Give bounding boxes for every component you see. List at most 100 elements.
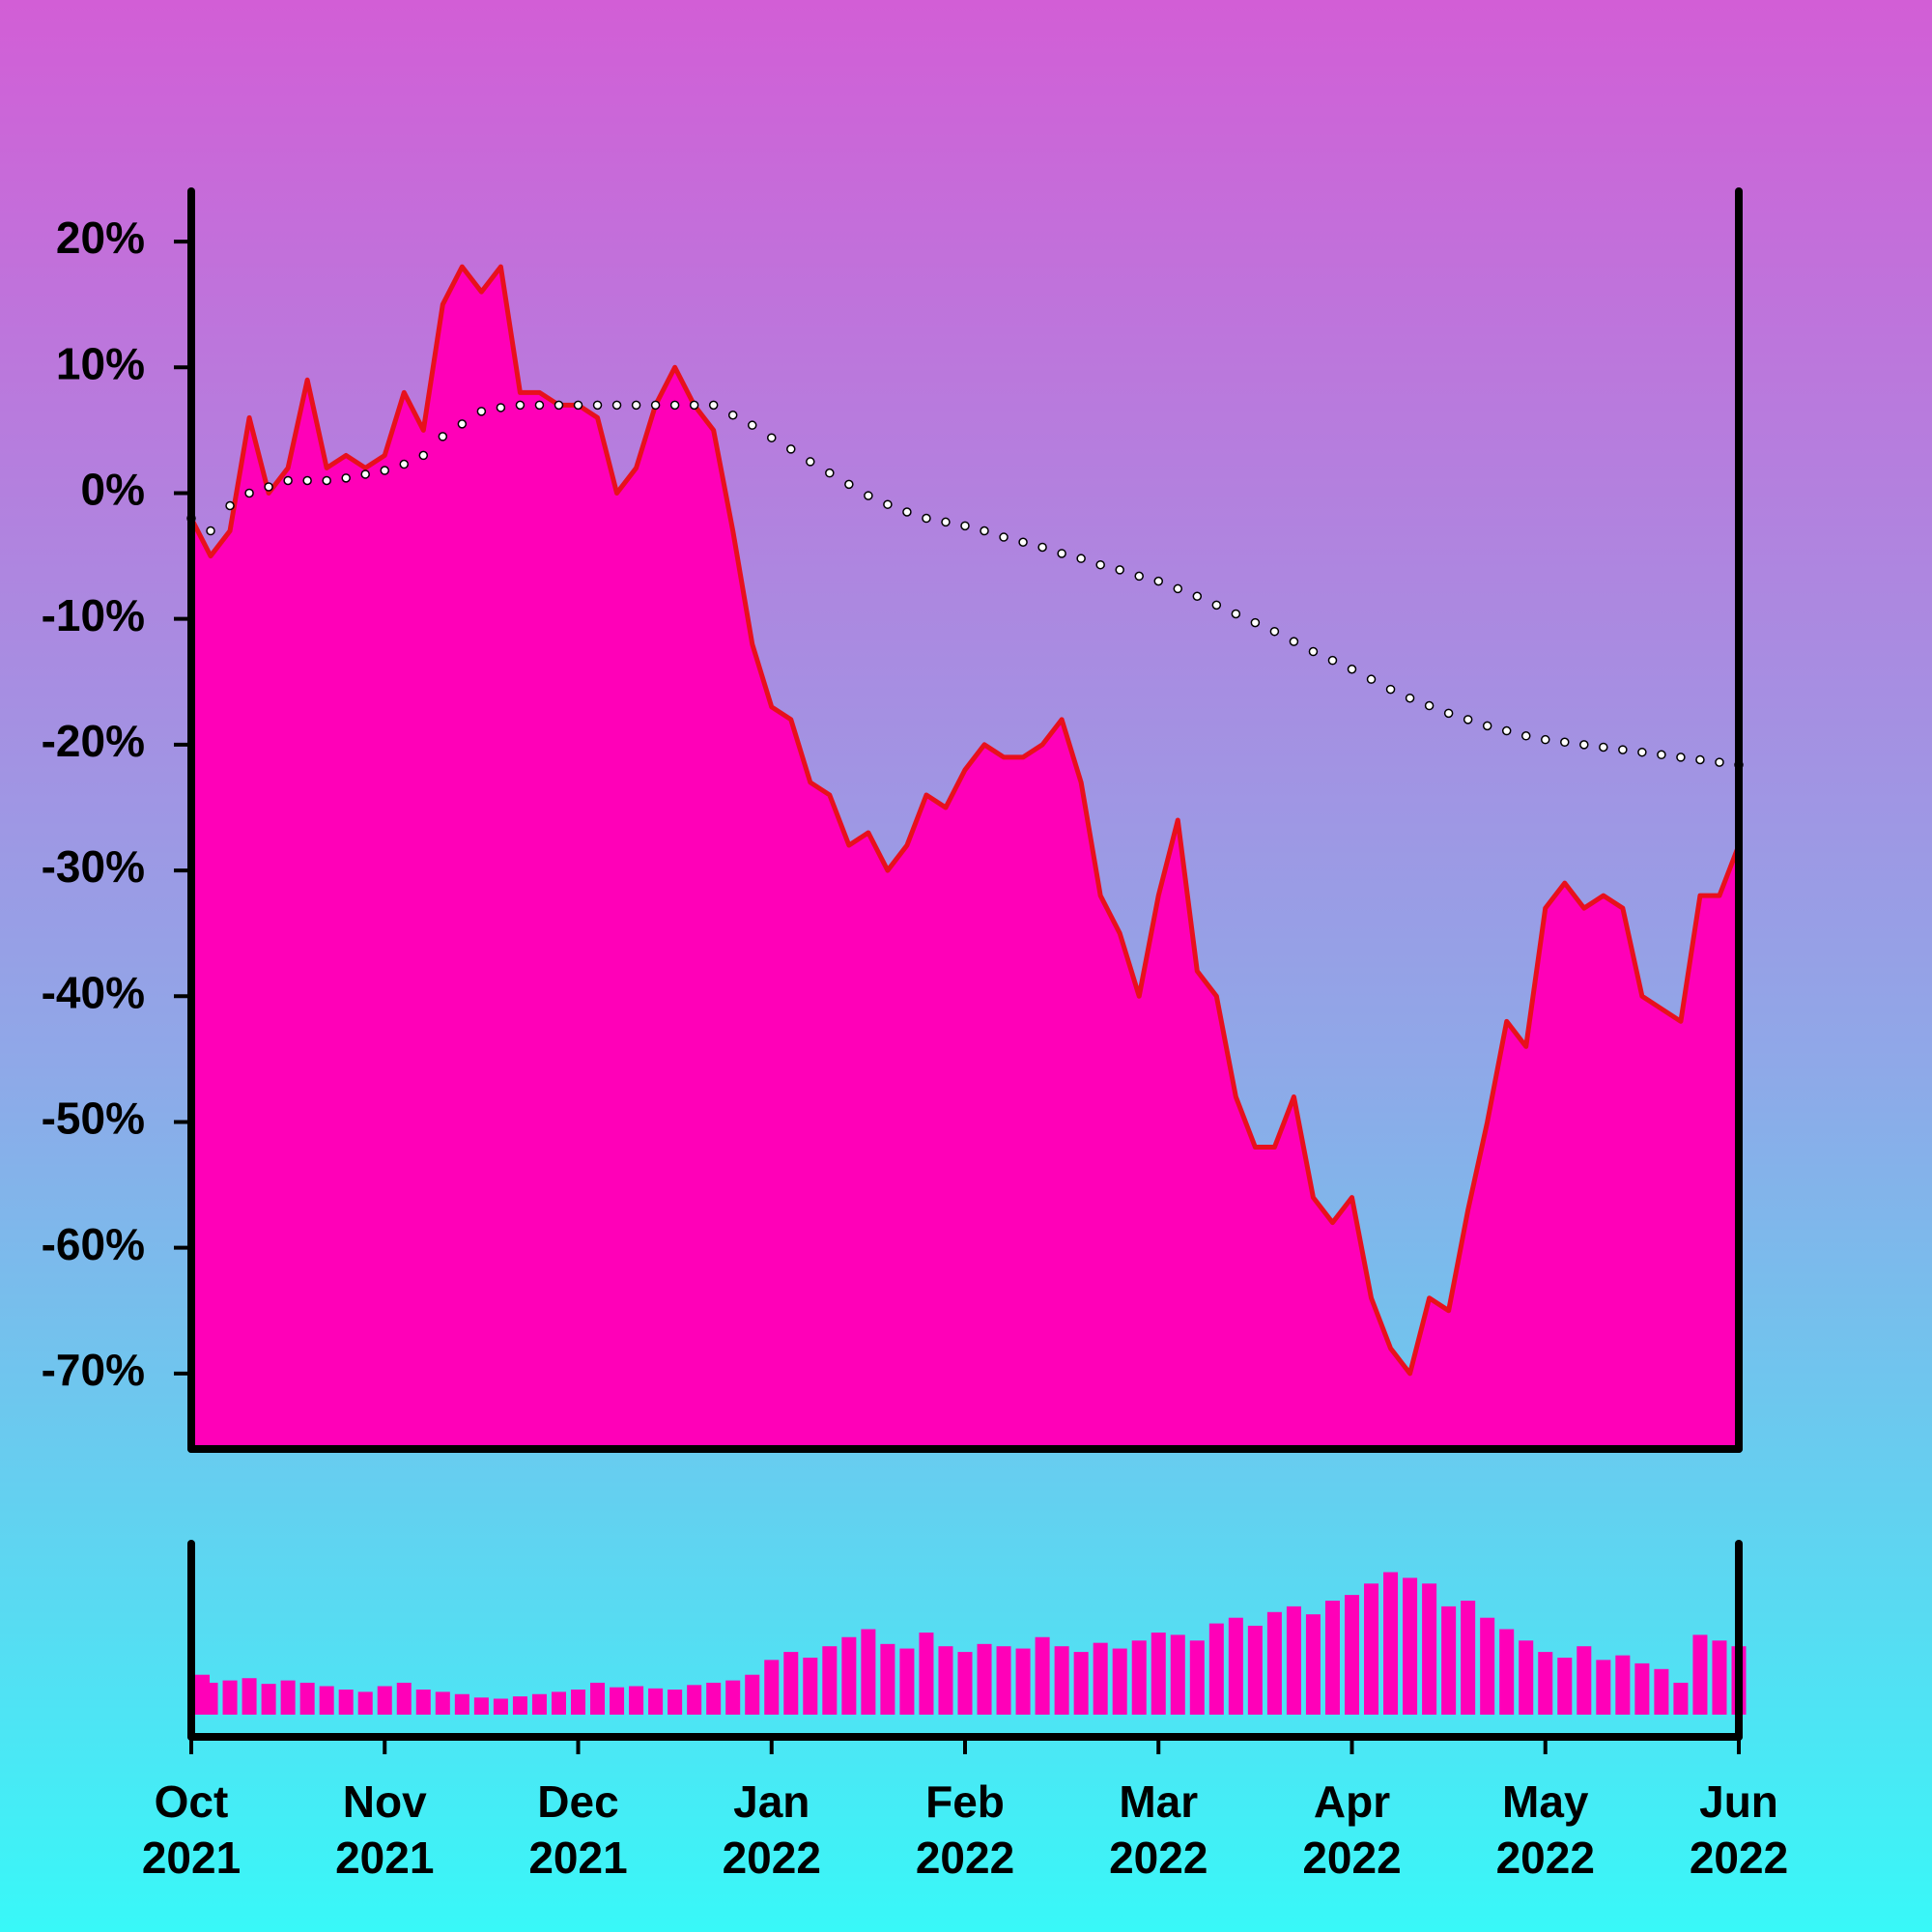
volume-bar — [957, 1652, 973, 1715]
moving-average-dot — [689, 400, 699, 411]
volume-bar — [1015, 1648, 1031, 1715]
volume-bar — [1305, 1614, 1321, 1715]
volume-bar — [1112, 1648, 1127, 1715]
x-tick-label: Jan 2022 — [722, 1776, 821, 1883]
volume-bar — [1286, 1605, 1301, 1715]
y-tick-label: 0% — [81, 465, 145, 515]
volume-bar — [1615, 1655, 1631, 1715]
volume-bar — [1208, 1623, 1224, 1715]
x-tick-label: Feb 2022 — [915, 1776, 1015, 1883]
moving-average-dot — [573, 400, 583, 411]
volume-bar — [551, 1691, 566, 1715]
moving-average-dot — [244, 488, 254, 498]
moving-average-dot — [1076, 554, 1086, 563]
moving-average-dot — [727, 411, 738, 420]
moving-average-dot — [515, 400, 526, 411]
volume-bar — [1712, 1640, 1727, 1715]
moving-average-dot — [1443, 708, 1454, 719]
moving-average-dot — [1618, 745, 1628, 754]
volume-bar — [996, 1646, 1011, 1715]
y-tick-label: -20% — [42, 716, 145, 766]
moving-average-dot — [341, 473, 351, 483]
y-tick-label: -30% — [42, 841, 145, 892]
moving-average-dot — [380, 466, 389, 475]
volume-bar — [570, 1690, 586, 1715]
moving-average-dot — [1095, 559, 1105, 570]
moving-average-dot — [1637, 747, 1647, 757]
volume-bar — [396, 1682, 412, 1715]
moving-average-dot — [1424, 700, 1435, 711]
moving-average-dot — [1405, 693, 1415, 703]
volume-bar — [222, 1680, 238, 1715]
moving-average-dot — [1211, 600, 1222, 611]
moving-average-dot — [999, 532, 1009, 542]
moving-average-dot — [825, 468, 835, 478]
x-tick-label: May 2022 — [1495, 1776, 1595, 1883]
moving-average-dot — [1541, 734, 1550, 745]
x-tick-label: Dec 2021 — [528, 1776, 628, 1883]
moving-average-dot — [534, 400, 545, 411]
moving-average-dot — [1269, 626, 1280, 637]
y-tick-label: -60% — [42, 1219, 145, 1269]
moving-average-dot — [1192, 591, 1203, 601]
moving-average-dot — [302, 475, 312, 486]
moving-average-dot — [1676, 753, 1686, 762]
moving-average-dot — [399, 459, 410, 469]
moving-average-dot — [418, 450, 429, 461]
volume-bar — [242, 1678, 257, 1715]
volume-bar — [1170, 1634, 1185, 1715]
volume-bar — [1654, 1668, 1669, 1715]
volume-bar — [377, 1686, 392, 1715]
moving-average-dot — [1037, 542, 1047, 553]
moving-average-dot — [554, 400, 564, 411]
volume-bar — [531, 1693, 547, 1715]
moving-average-dot — [1463, 715, 1473, 724]
volume-bar — [1131, 1640, 1147, 1715]
moving-average-dot — [708, 400, 719, 411]
moving-average-dot — [747, 420, 757, 430]
volume-bar — [1577, 1646, 1592, 1715]
volume-bar — [261, 1684, 276, 1715]
volume-bar — [1054, 1646, 1069, 1715]
volume-bar — [1422, 1583, 1437, 1715]
moving-average-dot — [1579, 740, 1589, 750]
moving-average-dot — [1695, 754, 1705, 765]
moving-average-dot — [206, 526, 215, 536]
volume-bar — [1189, 1640, 1205, 1715]
y-tick-label: -10% — [42, 590, 145, 640]
moving-average-dot — [1308, 646, 1319, 657]
moving-average-dot — [438, 432, 448, 441]
volume-bar — [745, 1674, 760, 1715]
moving-average-dot — [457, 419, 468, 429]
volume-bar — [1266, 1611, 1282, 1715]
volume-bar — [783, 1652, 799, 1715]
volume-bar — [1441, 1605, 1457, 1715]
volume-bar — [590, 1682, 606, 1715]
area — [191, 267, 1739, 1449]
moving-average-dot — [1599, 742, 1608, 753]
moving-average-dot — [360, 469, 370, 479]
volume-bar — [1538, 1652, 1553, 1715]
volume-bar — [319, 1686, 334, 1715]
volume-bar — [1692, 1634, 1708, 1715]
moving-average-dot — [980, 526, 989, 536]
moving-average-dot — [1115, 565, 1124, 575]
moving-average-dot — [1173, 583, 1183, 594]
moving-average-dot — [1482, 721, 1492, 731]
moving-average-dot — [1250, 617, 1261, 628]
moving-average-dot — [476, 407, 487, 416]
volume-bar — [1557, 1658, 1573, 1715]
moving-average-dot — [960, 521, 970, 531]
moving-average-dot — [1520, 731, 1531, 741]
volume-bar — [299, 1682, 315, 1715]
volume-bar — [1324, 1601, 1340, 1715]
moving-average-dot — [631, 400, 641, 411]
volume-bar — [280, 1680, 296, 1715]
x-tick-label: Oct 2021 — [141, 1776, 242, 1883]
volume-bar — [1596, 1660, 1611, 1715]
volume-bar — [668, 1690, 683, 1715]
volume-bar — [687, 1685, 702, 1715]
moving-average-dot — [264, 482, 273, 492]
volume-bar — [706, 1682, 722, 1715]
